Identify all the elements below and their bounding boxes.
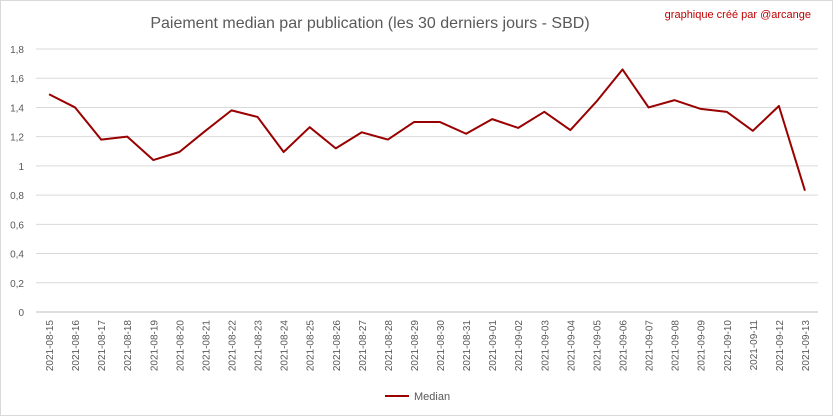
y-tick-label: 1,2 [10, 133, 24, 144]
x-tick-label: 2021-08-31 [462, 320, 473, 372]
x-tick-label: 2021-08-22 [228, 320, 239, 372]
x-tick-label: 2021-08-27 [358, 320, 369, 372]
y-tick-label: 1 [18, 162, 24, 173]
x-tick-label: 2021-09-13 [801, 320, 812, 372]
x-tick-label: 2021-08-19 [149, 320, 160, 372]
x-tick-label: 2021-09-08 [671, 320, 682, 372]
x-tick-label: 2021-08-26 [332, 320, 343, 372]
x-tick-label: 2021-09-02 [514, 320, 525, 372]
x-tick-label: 2021-09-04 [566, 320, 577, 372]
y-tick-label: 1,4 [10, 103, 24, 114]
legend-label: Median [414, 391, 450, 403]
x-tick-label: 2021-08-20 [175, 320, 186, 372]
chart-credit: graphique créé par @arcange [664, 9, 811, 21]
x-tick-label: 2021-08-18 [123, 320, 134, 372]
x-tick-label: 2021-09-01 [488, 320, 499, 372]
x-tick-label: 2021-09-06 [619, 320, 630, 372]
x-tick-label: 2021-08-16 [71, 320, 82, 372]
x-tick-label: 2021-08-25 [306, 320, 317, 372]
y-tick-label: 1,6 [10, 74, 24, 85]
chart-title: Paiement median par publication (les 30 … [150, 15, 589, 32]
y-tick-label: 0,2 [10, 279, 24, 290]
y-tick-label: 0,6 [10, 220, 24, 231]
x-tick-label: 2021-08-24 [280, 320, 291, 372]
x-tick-label: 2021-09-07 [645, 320, 656, 372]
x-tick-label: 2021-08-23 [254, 320, 265, 372]
x-tick-label: 2021-09-12 [775, 320, 786, 372]
y-tick-label: 0,4 [10, 250, 24, 261]
legend: Median [385, 391, 450, 403]
x-tick-label: 2021-09-05 [592, 320, 603, 372]
x-tick-label: 2021-08-28 [384, 320, 395, 372]
x-tick-label: 2021-08-30 [436, 320, 447, 372]
series-line-median [48, 68, 806, 192]
y-tick-label: 0,8 [10, 191, 24, 202]
x-tick-label: 2021-09-10 [723, 320, 734, 372]
x-tick-label: 2021-08-29 [410, 320, 421, 372]
x-tick-label: 2021-09-09 [697, 320, 708, 372]
y-tick-label: 1,8 [10, 45, 24, 56]
x-tick-label: 2021-08-21 [201, 320, 212, 372]
x-tick-label: 2021-08-17 [97, 320, 108, 372]
y-tick-label: 0 [18, 308, 24, 319]
x-tick-label: 2021-08-15 [45, 320, 56, 372]
x-tick-label: 2021-09-03 [540, 320, 551, 372]
x-tick-label: 2021-09-11 [749, 320, 760, 371]
